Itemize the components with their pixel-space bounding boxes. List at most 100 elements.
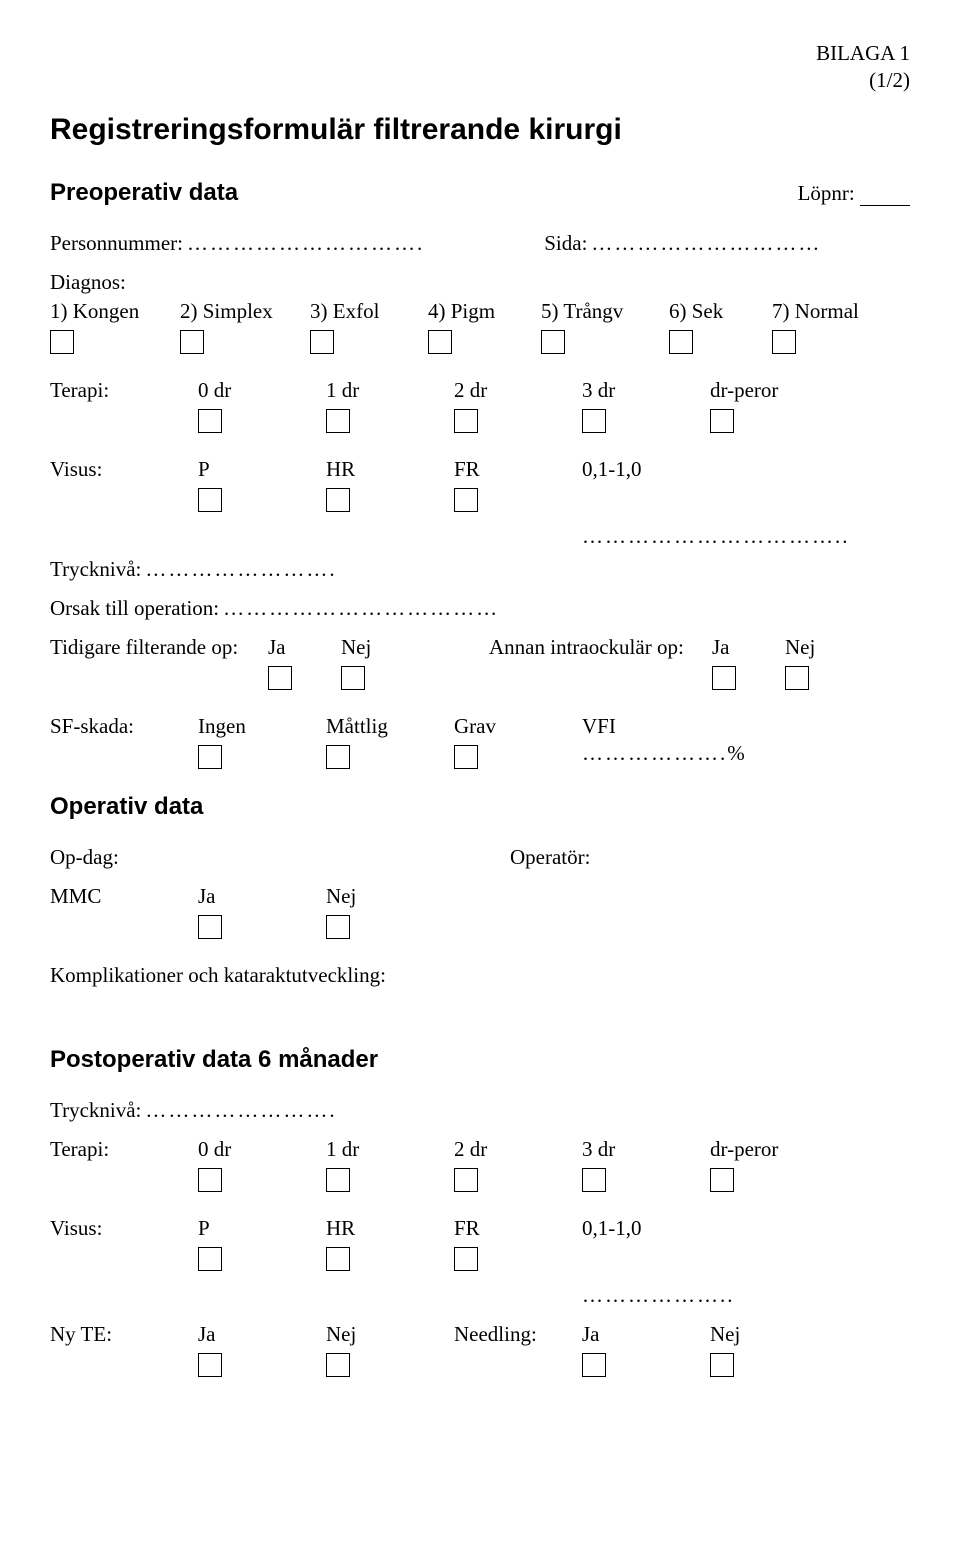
terapi-opt-label: 3 dr <box>582 378 710 405</box>
tidigare-nej-checkbox[interactable] <box>341 666 365 690</box>
postop-terapi-checkbox[interactable] <box>326 1168 350 1192</box>
operator-label: Operatör: <box>510 845 590 870</box>
diagnos-opt-label: 3) Exfol <box>310 299 428 326</box>
annan-nej-checkbox[interactable] <box>785 666 809 690</box>
terapi-checkbox[interactable] <box>454 409 478 433</box>
diagnos-checkbox[interactable] <box>669 330 693 354</box>
visus-label: Visus: <box>50 457 198 484</box>
nyte-nej-checkbox[interactable] <box>326 1353 350 1377</box>
sfskada-row: SF-skada: Ingen Måttlig Grav VFI ……………….… <box>50 714 765 775</box>
mmc-ja-checkbox[interactable] <box>198 915 222 939</box>
visus-opt-label: 0,1-1,0 <box>582 1216 753 1243</box>
diagnos-checkbox[interactable] <box>180 330 204 354</box>
postop-visus-checkbox[interactable] <box>198 1247 222 1271</box>
page-indicator: (1/2) <box>50 67 910 94</box>
nej-label: Nej <box>326 1322 454 1349</box>
postop-visus-checkbox[interactable] <box>454 1247 478 1271</box>
diagnos-opt-label: 7) Normal <box>772 299 877 326</box>
terapi-opt-label: dr-peror <box>710 1137 796 1164</box>
postop-visus-row: Visus: P HR FR 0,1-1,0 ……………….. <box>50 1216 753 1308</box>
postop-visus-label: Visus: <box>50 1216 198 1243</box>
visus-opt-label: 0,1-1,0 <box>582 457 868 484</box>
sfskada-label: SF-skada: <box>50 714 198 741</box>
annan-ja-checkbox[interactable] <box>712 666 736 690</box>
postop-tryckniva-label: Trycknivå: <box>50 1098 141 1123</box>
tidigare-row: Tidigare filterande op: Ja Nej Annan int… <box>50 635 833 696</box>
visus-checkbox[interactable] <box>198 488 222 512</box>
diagnos-opt-label: 5) Trångv <box>541 299 669 326</box>
terapi-checkbox[interactable] <box>326 409 350 433</box>
postop-section-title: Postoperativ data 6 månader <box>50 1046 378 1074</box>
diagnos-options: 1) Kongen 2) Simplex 3) Exfol 4) Pigm 5)… <box>50 299 877 360</box>
nej-label: Nej <box>710 1322 758 1349</box>
tryckniva-blank[interactable]: ……………………. <box>145 557 336 582</box>
vfi-blank[interactable]: ……………….% <box>582 741 747 765</box>
terapi-checkbox[interactable] <box>198 409 222 433</box>
postop-terapi-checkbox[interactable] <box>198 1168 222 1192</box>
sfskada-checkbox[interactable] <box>454 745 478 769</box>
diagnos-checkbox[interactable] <box>50 330 74 354</box>
page-title: Registreringsformulär filtrerande kirurg… <box>50 113 910 147</box>
postop-tryckniva-blank[interactable]: ……………………. <box>145 1098 336 1123</box>
terapi-row: Terapi: 0 dr 1 dr 2 dr 3 dr dr-peror <box>50 378 796 439</box>
visus-value-blank[interactable]: …………………………….. <box>582 524 850 548</box>
mmc-nej-checkbox[interactable] <box>326 915 350 939</box>
postop-terapi-checkbox[interactable] <box>710 1168 734 1192</box>
terapi-opt-label: 1 dr <box>326 378 454 405</box>
visus-opt-label: P <box>198 457 326 484</box>
tryckniva-label: Trycknivå: <box>50 557 141 582</box>
personnummer-blank[interactable]: …………………………. <box>187 231 424 256</box>
visus-opt-label: FR <box>454 457 582 484</box>
ja-label: Ja <box>198 1322 326 1349</box>
tidigare-label: Tidigare filterande op: <box>50 635 268 662</box>
needling-nej-checkbox[interactable] <box>710 1353 734 1377</box>
lopnr-field: Löpnr: <box>798 181 910 206</box>
diagnos-opt-label: 2) Simplex <box>180 299 310 326</box>
preop-section-title: Preoperativ data <box>50 179 238 207</box>
diagnos-checkbox[interactable] <box>310 330 334 354</box>
mmc-label: MMC <box>50 884 198 911</box>
lopnr-blank[interactable] <box>860 205 910 206</box>
nyte-ja-checkbox[interactable] <box>198 1353 222 1377</box>
terapi-opt-label: 0 dr <box>198 378 326 405</box>
diagnos-opt-label: 4) Pigm <box>428 299 541 326</box>
sfskada-checkbox[interactable] <box>198 745 222 769</box>
terapi-opt-label: 0 dr <box>198 1137 326 1164</box>
diagnos-checkbox[interactable] <box>541 330 565 354</box>
postop-terapi-row: Terapi: 0 dr 1 dr 2 dr 3 dr dr-peror <box>50 1137 796 1198</box>
visus-checkbox[interactable] <box>326 488 350 512</box>
postop-visus-blank[interactable]: ……………….. <box>582 1283 735 1307</box>
terapi-opt-label: 2 dr <box>454 378 582 405</box>
nej-label: Nej <box>785 635 833 662</box>
komplikationer-label: Komplikationer och kataraktutveckling: <box>50 963 386 988</box>
needling-ja-checkbox[interactable] <box>582 1353 606 1377</box>
sfskada-checkbox[interactable] <box>326 745 350 769</box>
visus-opt-label: HR <box>326 457 454 484</box>
opdag-label: Op-dag: <box>50 845 510 870</box>
diagnos-opt-label: 6) Sek <box>669 299 772 326</box>
visus-opt-label: FR <box>454 1216 582 1243</box>
postop-terapi-checkbox[interactable] <box>582 1168 606 1192</box>
visus-checkbox[interactable] <box>454 488 478 512</box>
sida-blank[interactable]: ………………………… <box>591 231 821 256</box>
tidigare-ja-checkbox[interactable] <box>268 666 292 690</box>
diagnos-checkbox[interactable] <box>772 330 796 354</box>
orsak-blank[interactable]: ……………………………… <box>223 596 499 621</box>
appendix-label: BILAGA 1 <box>50 40 910 67</box>
diagnos-label: Diagnos: <box>50 270 910 295</box>
postop-terapi-checkbox[interactable] <box>454 1168 478 1192</box>
diagnos-checkbox[interactable] <box>428 330 452 354</box>
postop-terapi-label: Terapi: <box>50 1137 198 1164</box>
nyte-row: Ny TE: Ja Nej Needling: Ja Nej <box>50 1322 758 1383</box>
annan-label: Annan intraockulär op: <box>489 635 712 662</box>
terapi-opt-label: 3 dr <box>582 1137 710 1164</box>
terapi-checkbox[interactable] <box>710 409 734 433</box>
terapi-checkbox[interactable] <box>582 409 606 433</box>
nyte-label: Ny TE: <box>50 1322 198 1349</box>
sida-label: Sida: <box>544 231 587 256</box>
sfskada-opt-label: VFI <box>582 714 765 741</box>
sfskada-opt-label: Grav <box>454 714 582 741</box>
diagnos-opt-label: 1) Kongen <box>50 299 180 326</box>
postop-visus-checkbox[interactable] <box>326 1247 350 1271</box>
terapi-opt-label: dr-peror <box>710 378 796 405</box>
